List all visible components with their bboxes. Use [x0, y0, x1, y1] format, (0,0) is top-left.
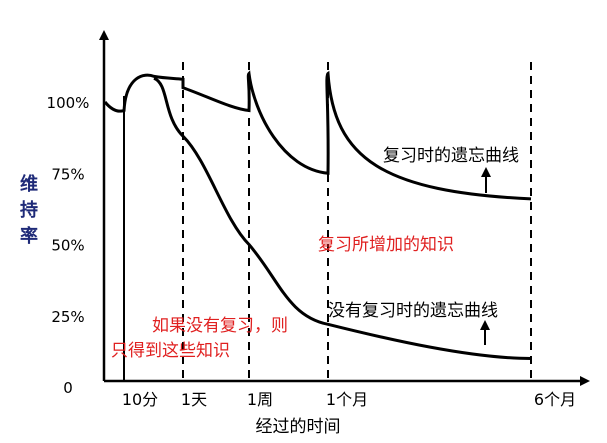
x-tick-label: 1天	[181, 390, 207, 409]
annotation-text: 复习时的遗忘曲线	[383, 146, 519, 166]
annotation-text: 没有复习时的遗忘曲线	[328, 301, 498, 321]
y-tick-label: 75%	[51, 165, 84, 183]
y-tick-label: 25%	[51, 308, 84, 326]
x-tick-label: 1个月	[326, 390, 368, 409]
annotation-text: 复习所增加的知识	[318, 235, 454, 255]
x-tick-label: 6个月	[534, 390, 576, 409]
review-forgetting-curve	[103, 70, 532, 201]
x-tick-label: 10分	[122, 390, 158, 409]
no-review-forgetting-curve	[153, 76, 532, 360]
annotation-text: 只得到这些知识	[111, 341, 230, 361]
y-tick-label: 0	[63, 379, 73, 397]
y-axis-label: 维持率	[20, 173, 38, 247]
y-tick-label: 100%	[47, 94, 90, 112]
x-axis-label: 经过的时间	[256, 417, 341, 437]
x-tick-label: 1周	[247, 390, 273, 409]
y-tick-label: 50%	[51, 237, 84, 255]
annotation-text: 如果没有复习，则	[152, 316, 288, 336]
